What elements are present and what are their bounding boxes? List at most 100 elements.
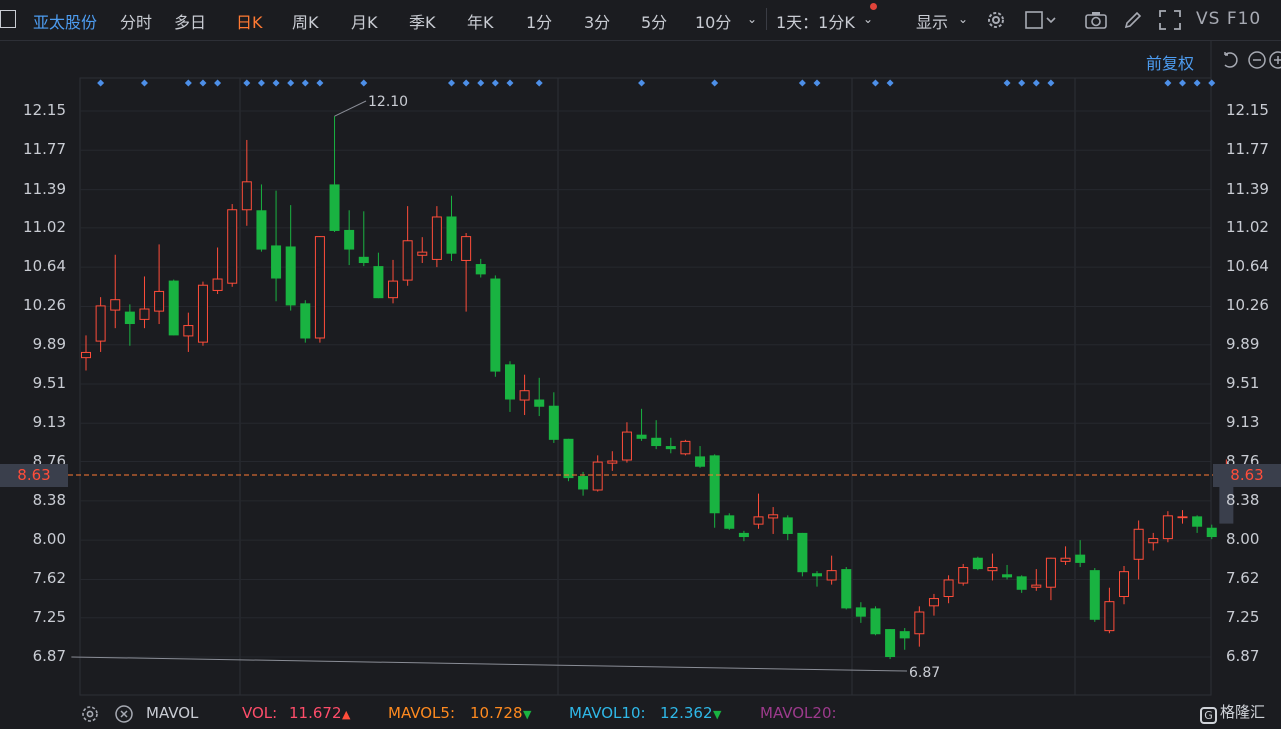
candle-body-up: [1177, 516, 1188, 519]
candle: [855, 602, 866, 623]
event-marker-icon: [1032, 79, 1040, 87]
event-marker-icon: [97, 79, 105, 87]
price-tick-label: 8.38: [1226, 490, 1260, 509]
mavol20-label: MAVOL20:: [760, 704, 837, 722]
current-price-tag-right: 8.63: [1213, 464, 1281, 487]
candle-body-up: [958, 567, 969, 584]
candle-body-down: [475, 264, 486, 275]
candle: [987, 553, 998, 581]
candle-body-down: [709, 455, 720, 514]
candle-body-up: [1148, 538, 1159, 544]
candle-body-up: [753, 516, 764, 525]
tab-multiday[interactable]: 多日: [174, 13, 207, 32]
price-tick-label: 10.26: [1226, 296, 1269, 315]
candle-body-up: [1119, 571, 1130, 598]
candle: [124, 304, 135, 346]
candle: [300, 300, 311, 343]
price-tick-label: 6.87: [32, 647, 66, 665]
candle-body-down: [1206, 527, 1217, 538]
candle-body-down: [504, 364, 515, 400]
candle: [1060, 546, 1071, 565]
tab-weekly-k[interactable]: 周K: [292, 13, 319, 32]
candle-body-down: [782, 517, 793, 534]
adjustment-mode-label[interactable]: 前复权: [1146, 54, 1195, 73]
stock-name[interactable]: 亚太股份: [33, 13, 98, 32]
event-marker-icon: [243, 79, 251, 87]
indicator-settings-gear-icon[interactable]: [80, 704, 100, 724]
candle: [490, 275, 501, 377]
zoom-in-icon[interactable]: [1268, 50, 1281, 70]
candle: [285, 205, 296, 311]
event-marker-icon: [448, 79, 455, 87]
candle: [1016, 575, 1027, 593]
candle: [139, 276, 150, 329]
period-more-chevron-icon[interactable]: ⌄: [747, 12, 758, 26]
candle-body-up: [943, 579, 954, 598]
event-marker-icon: [491, 79, 499, 87]
candle: [943, 575, 954, 604]
mavol10-label: MAVOL10:: [569, 704, 646, 722]
tab-yearly-k[interactable]: 年K: [467, 13, 494, 32]
event-marker-icon: [301, 79, 309, 87]
price-tick-label: 9.13: [1226, 413, 1260, 432]
candle: [578, 471, 589, 496]
candle: [768, 507, 779, 534]
indicator-name[interactable]: MAVOL: [146, 704, 199, 722]
low-price-label: 6.87: [909, 665, 940, 681]
candle: [592, 455, 603, 492]
candle-body-up: [183, 325, 194, 337]
settings-gear-icon[interactable]: [985, 9, 1007, 31]
price-tick-label: 7.25: [1226, 607, 1260, 626]
pencil-draw-icon[interactable]: [1122, 9, 1144, 31]
candle-body-up: [81, 351, 91, 359]
chart-style-select-icon[interactable]: [1024, 9, 1058, 31]
candle: [1177, 510, 1188, 524]
zoom-out-icon[interactable]: [1247, 50, 1267, 70]
candle-body-up: [1045, 557, 1056, 588]
camera-icon[interactable]: [1084, 9, 1108, 31]
candle-body-down: [329, 184, 340, 231]
candle-body-up: [1104, 601, 1115, 632]
display-chevron-icon[interactable]: ⌄: [958, 12, 969, 26]
vs-f10-button[interactable]: VS F10: [1196, 9, 1262, 29]
candle-body-down: [271, 245, 282, 279]
candle-body-up: [1031, 584, 1042, 588]
tab-10min[interactable]: 10分: [695, 13, 732, 32]
reset-icon[interactable]: [1220, 50, 1240, 70]
tab-1min[interactable]: 1分: [526, 13, 553, 32]
tab-daily-k[interactable]: 日K: [236, 13, 263, 32]
price-tick-label: 12.15: [1226, 101, 1269, 119]
event-marker-icon: [506, 79, 514, 87]
candle-body-up: [928, 598, 939, 607]
candle: [110, 254, 121, 329]
display-menu[interactable]: 显示: [916, 13, 949, 32]
candle: [738, 530, 749, 542]
fullscreen-icon[interactable]: [1158, 9, 1182, 31]
tab-fenshi[interactable]: 分时: [120, 13, 153, 32]
candle: [563, 438, 574, 482]
combo-period-select[interactable]: 1天：1分K: [776, 13, 855, 32]
candle: [95, 297, 106, 352]
candle: [607, 451, 618, 471]
event-marker-icon: [140, 79, 148, 87]
sidebar-toggle-icon[interactable]: [0, 10, 16, 28]
tab-5min[interactable]: 5分: [641, 13, 668, 32]
event-marker-icon: [360, 79, 368, 87]
event-marker-icon: [1047, 79, 1055, 87]
combo-chevron-icon[interactable]: ⌄: [863, 12, 874, 26]
tab-monthly-k[interactable]: 月K: [351, 13, 378, 32]
candle: [1148, 532, 1159, 551]
candle: [154, 244, 165, 325]
event-marker-icon: [462, 79, 470, 87]
candle: [344, 210, 355, 266]
candle-body-down: [256, 210, 267, 250]
indicator-close-icon[interactable]: [114, 704, 134, 724]
candle: [168, 279, 179, 336]
tab-quarterly-k[interactable]: 季K: [409, 13, 436, 32]
price-tick-label: 10.26: [23, 296, 66, 315]
candle-body-up: [227, 209, 238, 284]
tab-3min[interactable]: 3分: [584, 13, 611, 32]
event-marker-icon: [214, 79, 222, 87]
candle-body-up: [431, 216, 442, 260]
price-tick-label: 8.00: [32, 530, 66, 549]
